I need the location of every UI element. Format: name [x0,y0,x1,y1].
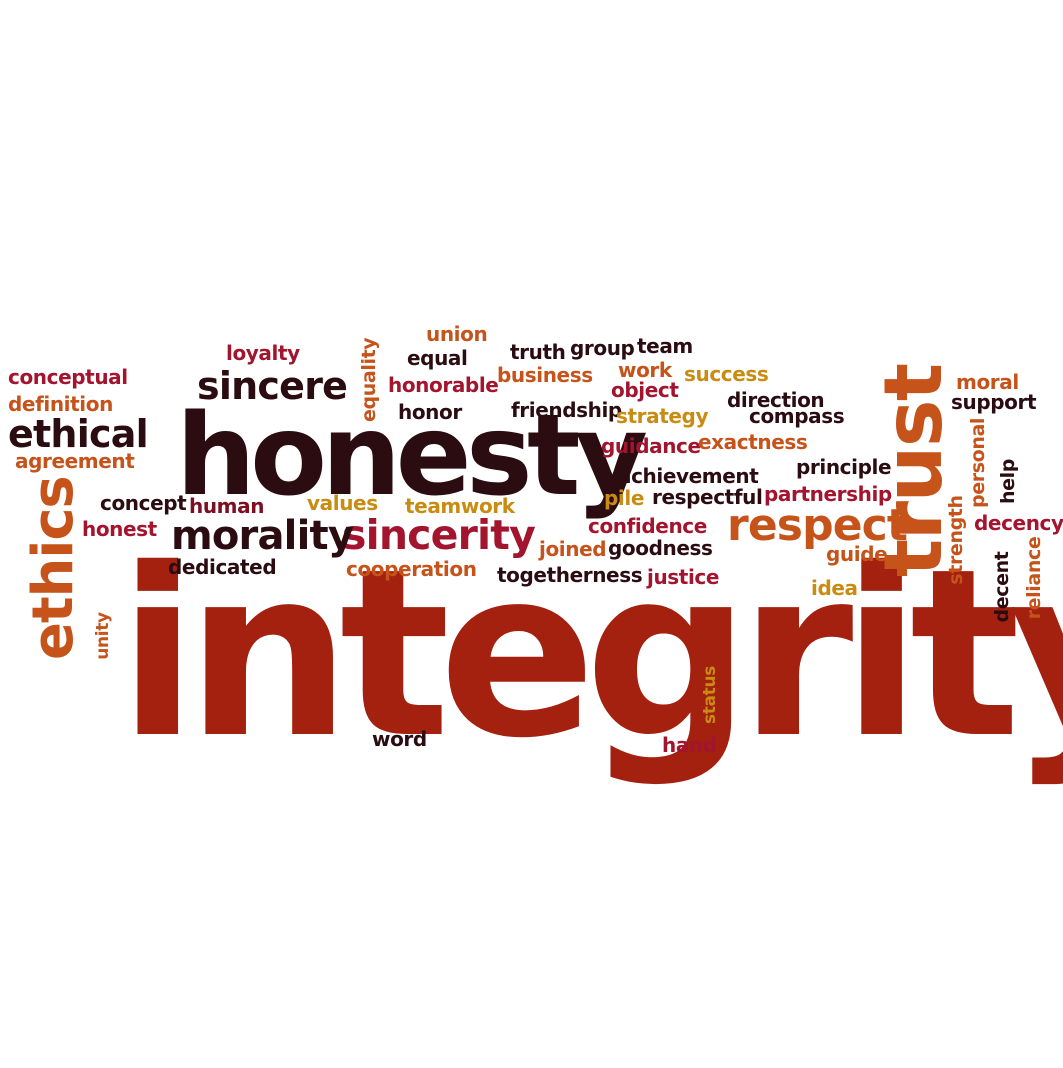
word-honest: honest [82,517,157,541]
word-word: word [372,727,427,751]
word-respect: respect [727,500,908,551]
word-business: business [497,363,593,387]
word-loyalty: loyalty [226,341,300,365]
word-decent: decent [991,551,1013,623]
word-status: status [700,665,720,725]
word-support: support [951,390,1037,414]
word-compass: compass [749,404,845,428]
word-honorable: honorable [388,373,499,397]
word-teamwork: teamwork [405,494,515,518]
word-work: work [618,358,672,382]
word-truth: truth [510,340,566,364]
word-morality: morality [171,513,354,559]
word-confidence: confidence [588,514,707,538]
word-pile: pile [604,486,644,510]
word-sincerity: sincerity [342,511,536,559]
word-object: object [611,378,679,402]
word-sincere: sincere [197,364,348,408]
word-help: help [997,458,1019,504]
word-direction: direction [727,388,825,412]
word-ethical: ethical [8,412,149,456]
word-hand: hand [662,733,717,757]
word-strategy: strategy [616,404,709,428]
word-togetherness: togetherness [497,563,643,587]
word-personal: personal [967,417,989,508]
word-honesty: honesty [176,391,648,521]
word-friendship: friendship [511,398,622,422]
word-guide: guide [826,542,888,566]
word-ethics: ethics [21,476,86,660]
word-human: human [189,494,265,518]
word-unity: unity [93,612,113,660]
word-values: values [307,491,378,515]
word-dedicated: dedicated [168,555,277,579]
word-team: team [637,334,693,358]
word-guidance: guidance [601,434,701,458]
word-strength: strength [945,495,967,585]
word-idea: idea [811,576,858,600]
word-definition: definition [8,392,113,416]
word-respectful: respectful [652,485,763,509]
word-exactness: exactness [698,430,808,454]
word-principle: principle [796,455,892,479]
word-partnership: partnership [764,482,892,506]
word-equality: equality [358,337,380,422]
word-conceptual: conceptual [8,365,128,389]
word-decency: decency [974,511,1063,535]
word-agreement: agreement [15,449,135,473]
word-reliance: reliance [1023,536,1045,620]
word-union: union [426,322,488,346]
word-honor: honor [398,400,462,424]
word-achievement: achievement [618,464,759,488]
word-joined: joined [539,537,607,561]
word-goodness: goodness [608,536,713,560]
word-equal: equal [407,346,468,370]
word-justice: justice [647,565,720,589]
word-cooperation: cooperation [346,557,477,581]
word-concept: concept [100,491,187,515]
word-success: success [684,362,769,386]
word-integrity: integrity [118,519,1063,789]
word-group: group [570,336,635,360]
word-moral: moral [956,370,1019,394]
